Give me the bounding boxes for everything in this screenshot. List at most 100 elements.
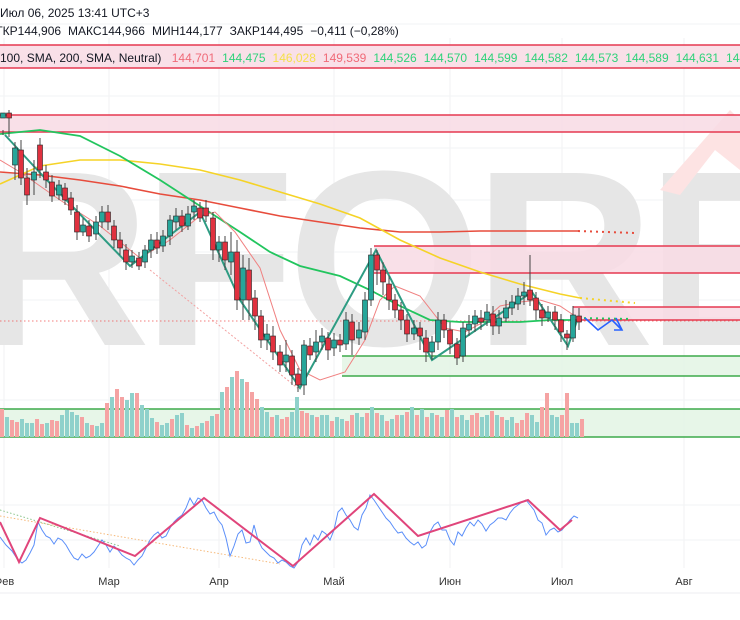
sma-100-line [0, 159, 581, 299]
volume-bar [555, 417, 559, 437]
candle [386, 283, 392, 301]
candle [179, 215, 185, 227]
candle [319, 335, 325, 343]
volume-bar [210, 416, 214, 437]
volume-bar [435, 415, 439, 437]
volume-bar [320, 415, 324, 437]
candle [490, 313, 496, 327]
volume-bar [530, 415, 534, 437]
candle [503, 307, 509, 319]
volume-bar [285, 417, 289, 437]
ohlc-change: −0,411 (−0,28%) [310, 24, 399, 38]
candle [570, 314, 576, 339]
volume-bar [420, 409, 424, 437]
volume-bar [205, 421, 209, 437]
candle [576, 315, 582, 323]
candle [93, 221, 99, 235]
volume-bar [150, 418, 154, 437]
volume-bar [460, 415, 464, 437]
candle [197, 207, 203, 219]
candle [18, 149, 24, 179]
candle [447, 329, 453, 345]
volume-bar [400, 415, 404, 437]
candle [398, 309, 404, 321]
volume-bar [340, 419, 344, 437]
indicator-value: 146,028 [272, 51, 316, 65]
candle [380, 269, 386, 283]
candle [435, 319, 441, 343]
candle [460, 327, 466, 357]
candle [136, 257, 142, 267]
volume-bar [540, 407, 544, 437]
candle [105, 211, 111, 223]
indicator-value: 144,475 [222, 51, 266, 65]
volume-bar [525, 413, 529, 437]
candle [331, 339, 337, 349]
volume-bar [110, 397, 114, 437]
candle [564, 333, 570, 339]
indicator-value: 144,631 [675, 51, 720, 65]
volume-bar [300, 411, 304, 437]
indicator-value: 149,539 [322, 51, 367, 65]
indicator-value: 144,573 [574, 51, 619, 65]
volume-bar [200, 423, 204, 437]
candle [216, 241, 222, 251]
volume-bar [405, 412, 409, 437]
volume-bar [130, 393, 134, 437]
candle [49, 181, 55, 197]
candle [160, 235, 166, 247]
candle [142, 249, 148, 263]
candle [283, 354, 289, 363]
oscillator-line [0, 493, 579, 569]
candle [234, 251, 240, 301]
candle [466, 323, 472, 331]
volume-bar [235, 371, 239, 437]
volume-bar [175, 415, 179, 437]
time-axis-label: Мар [98, 576, 120, 588]
candle [509, 301, 515, 309]
candle [154, 239, 160, 249]
indicator-value: 144,599 [474, 51, 518, 65]
candle [337, 339, 343, 346]
volume-bar [455, 417, 459, 437]
volume-bar [65, 410, 69, 437]
volume-bar [125, 400, 129, 437]
candle [74, 211, 80, 233]
candle [203, 207, 209, 217]
candle [99, 211, 105, 223]
volume-bar [55, 421, 59, 437]
volume-bar [165, 423, 169, 437]
candle [404, 319, 410, 335]
candle [472, 315, 478, 325]
indicator-label: 100, SMA, 200, SMA, Neutral) [0, 51, 162, 65]
candle [496, 317, 502, 327]
volume-bar [550, 415, 554, 437]
candle [289, 355, 295, 376]
ohlc-close: ЗАКР144,495 [229, 24, 304, 38]
candle [392, 299, 398, 311]
volume-bar [395, 415, 399, 437]
time-axis-label: Апр [209, 576, 229, 588]
volume-bar [15, 422, 19, 437]
volume-bar [385, 421, 389, 437]
volume-bar [465, 420, 469, 437]
candle [24, 177, 30, 196]
time-axis-label: Авг [675, 576, 693, 588]
volume-bar [410, 407, 414, 437]
volume-bar [425, 417, 429, 437]
candle [191, 205, 197, 213]
candle [173, 215, 179, 223]
volume-bar [445, 410, 449, 437]
volume-bar [215, 414, 219, 437]
volume-bar [250, 392, 254, 437]
volume-bar [225, 387, 229, 437]
candle [527, 289, 533, 301]
candle [252, 297, 258, 317]
volume-bar [10, 420, 14, 437]
volume-bar [325, 415, 329, 437]
volume-bar [575, 423, 579, 437]
candle [80, 224, 86, 233]
candle [68, 197, 74, 211]
volume-bar [370, 407, 374, 437]
